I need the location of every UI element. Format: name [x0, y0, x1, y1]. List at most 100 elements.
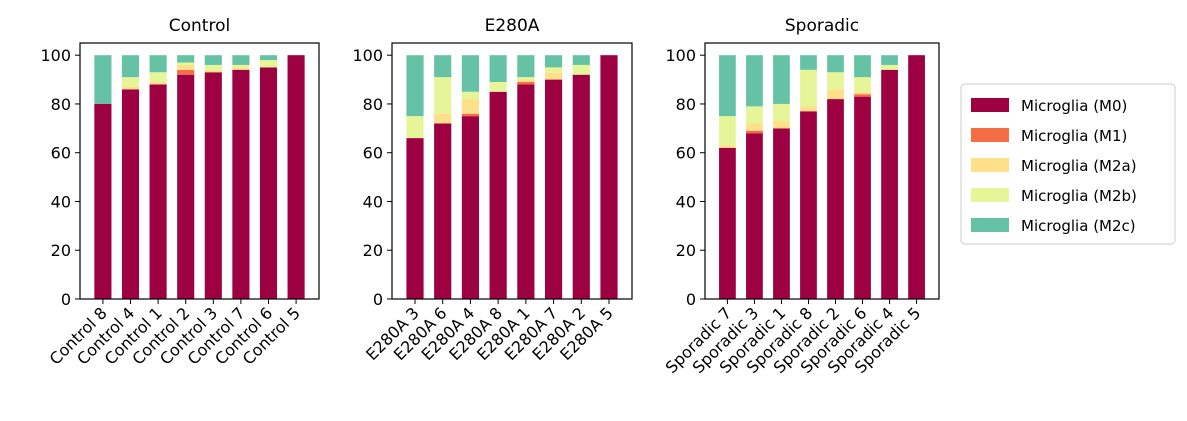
bar-sporadic-6-microglia-m2a [854, 91, 871, 95]
bar-sporadic-3-microglia-m2c [746, 55, 763, 107]
bar-control-7-microglia-m0 [232, 69, 250, 299]
bar-e280a-2-microglia-m2c [572, 55, 590, 65]
y-tick-label: 100 [352, 46, 383, 65]
bar-control-4-microglia-m2a [121, 86, 140, 90]
bar-sporadic-3-microglia-m2b [746, 106, 763, 124]
y-tick-label: 60 [676, 144, 696, 163]
y-tick-label: 40 [51, 192, 71, 211]
bar-e280a-2-microglia-m0 [572, 74, 590, 299]
y-tick-label: 20 [363, 241, 383, 260]
legend-label-microglia-m2c: Microglia (M2c) [1021, 217, 1136, 235]
bar-e280a-3-microglia-m2b [406, 116, 424, 139]
bar-control-4-microglia-m2b [121, 77, 140, 87]
bar-control-4-microglia-m2c [121, 55, 140, 78]
bar-sporadic-1-microglia-m0 [773, 128, 790, 299]
bar-sporadic-3-microglia-m0 [746, 133, 763, 299]
panel-title: Sporadic [785, 16, 859, 36]
bar-e280a-4-microglia-m2c [461, 55, 480, 92]
bar-sporadic-2-microglia-m0 [827, 99, 844, 299]
panel-title: Control [169, 16, 230, 36]
bar-control-7-microglia-m2c [232, 55, 250, 65]
bar-sporadic-7-microglia-m0 [719, 147, 736, 299]
bar-sporadic-1-microglia-m2c [773, 55, 790, 104]
bar-control-1-microglia-m0 [149, 84, 167, 299]
y-tick-label: 20 [676, 241, 696, 260]
bar-e280a-1-microglia-m2a [517, 79, 535, 83]
bar-e280a-7-microglia-m2c [544, 55, 563, 68]
legend-swatch-microglia-m2b [971, 188, 1009, 202]
y-tick-label: 100 [40, 46, 71, 65]
bar-e280a-6-microglia-m2b [434, 77, 452, 114]
bar-e280a-7-microglia-m2a [544, 72, 563, 80]
bar-sporadic-8-microglia-m0 [800, 111, 817, 300]
bar-e280a-1-microglia-m1 [517, 82, 535, 85]
y-tick-label: 0 [373, 290, 383, 309]
bar-sporadic-7-microglia-m2b [719, 116, 736, 146]
bar-sporadic-3-microglia-m1 [746, 130, 763, 134]
bar-e280a-6-microglia-m2a [434, 113, 452, 124]
y-tick-label: 40 [676, 192, 696, 211]
legend: Microglia (M0) Microglia (M1) Microglia (M… [960, 83, 1176, 245]
bar-e280a-3-microglia-m2c [406, 55, 424, 117]
legend-label-microglia-m0: Microglia (M0) [1021, 97, 1127, 115]
legend-swatch-microglia-m2c [971, 218, 1009, 232]
y-tick-label: 100 [665, 46, 696, 65]
bar-control-2-microglia-m1 [177, 69, 195, 75]
bar-sporadic-6-microglia-m0 [854, 96, 871, 299]
bar-control-3-microglia-m2c [204, 55, 222, 65]
bar-control-8-microglia-m0 [94, 103, 112, 299]
y-tick-label: 0 [61, 290, 71, 309]
bar-control-3-microglia-m2b [204, 64, 222, 70]
legend-label-microglia-m2a: Microglia (M2a) [1021, 157, 1137, 175]
y-tick-label: 80 [676, 95, 696, 114]
bar-control-4-microglia-m0 [121, 89, 140, 299]
bar-control-2-microglia-m2a [177, 64, 195, 70]
bar-control-2-microglia-m2c [177, 55, 195, 63]
bar-sporadic-6-microglia-m1 [854, 94, 871, 97]
bar-sporadic-2-microglia-m2b [827, 72, 844, 90]
bar-sporadic-4-microglia-m0 [881, 69, 898, 299]
bar-e280a-2-microglia-m2b [572, 64, 590, 75]
bar-control-1-microglia-m2a [149, 82, 167, 85]
bar-e280a-3-microglia-m0 [406, 138, 424, 299]
y-tick-label: 20 [51, 241, 71, 260]
legend-swatch-microglia-m2a [971, 158, 1009, 172]
axes-frame [79, 42, 320, 300]
bar-sporadic-7-microglia-m2a [719, 145, 736, 148]
bar-control-3-microglia-m2a [204, 69, 222, 73]
bar-e280a-7-microglia-m2b [544, 67, 563, 73]
bar-sporadic-1-microglia-m2b [773, 103, 790, 122]
bar-control-5-microglia-m0 [287, 55, 305, 299]
bar-sporadic-8-microglia-m2c [800, 55, 817, 70]
legend-frame [960, 83, 1176, 245]
bar-sporadic-5-microglia-m0 [908, 55, 925, 299]
bar-e280a-4-microglia-m1 [461, 113, 480, 117]
y-tick-label: 40 [363, 192, 383, 211]
bar-e280a-8-microglia-m2b [489, 82, 507, 92]
y-tick-label: 60 [51, 144, 71, 163]
bar-e280a-4-microglia-m0 [461, 116, 480, 299]
bar-sporadic-8-microglia-m2b [800, 69, 817, 107]
y-tick-label: 60 [363, 144, 383, 163]
legend-swatch-microglia-m1 [971, 128, 1009, 142]
bar-e280a-8-microglia-m0 [489, 91, 507, 299]
bar-sporadic-7-microglia-m2c [719, 55, 736, 117]
bar-control-3-microglia-m0 [204, 72, 222, 299]
legend-swatch-microglia-m0 [971, 98, 1009, 112]
bar-control-8-microglia-m2c [94, 55, 112, 104]
legend-label-microglia-m1: Microglia (M1) [1021, 127, 1127, 145]
bar-sporadic-6-microglia-m2b [854, 77, 871, 92]
bar-control-7-microglia-m2b [232, 64, 250, 68]
bar-control-2-microglia-m2b [177, 62, 195, 65]
legend-label-microglia-m2b: Microglia (M2b) [1021, 187, 1137, 205]
axes-frame [704, 42, 940, 300]
bar-e280a-4-microglia-m2b [461, 91, 480, 100]
bar-sporadic-2-microglia-m2a [827, 89, 844, 100]
panel-title: E280A [485, 16, 540, 36]
bar-e280a-8-microglia-m2c [489, 55, 507, 83]
bar-sporadic-3-microglia-m2a [746, 123, 763, 131]
y-tick-label: 80 [51, 95, 71, 114]
